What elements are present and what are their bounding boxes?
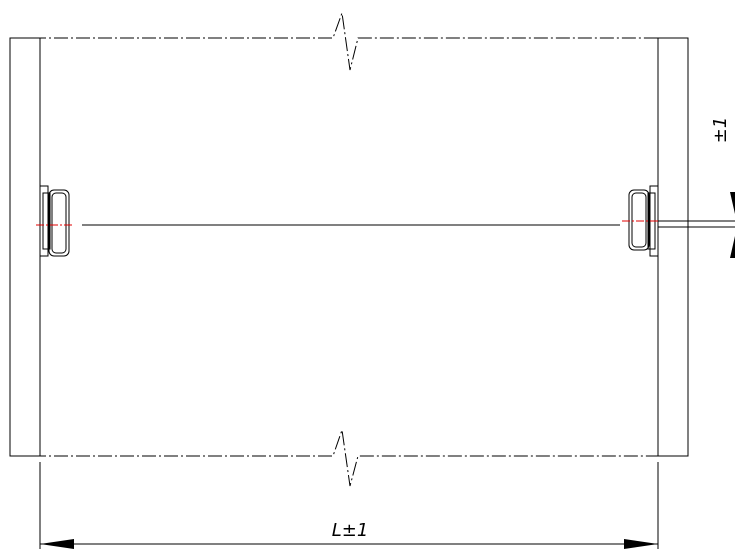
dim-label-right: ±1: [710, 117, 731, 144]
right-dim-arrow-top: [730, 192, 735, 214]
bottom-edge-break-line: [10, 429, 688, 487]
top-edge-break-line: [10, 12, 688, 71]
dim-label-L: L±1: [332, 520, 369, 541]
left-end-plate: [9, 37, 41, 457]
dim-arrow-left: [40, 539, 74, 549]
left-clip-detail: [39, 185, 70, 257]
right-end-plate: [657, 37, 689, 457]
right-dim-arrow-bottom: [730, 236, 735, 258]
dim-arrow-right: [624, 539, 658, 549]
